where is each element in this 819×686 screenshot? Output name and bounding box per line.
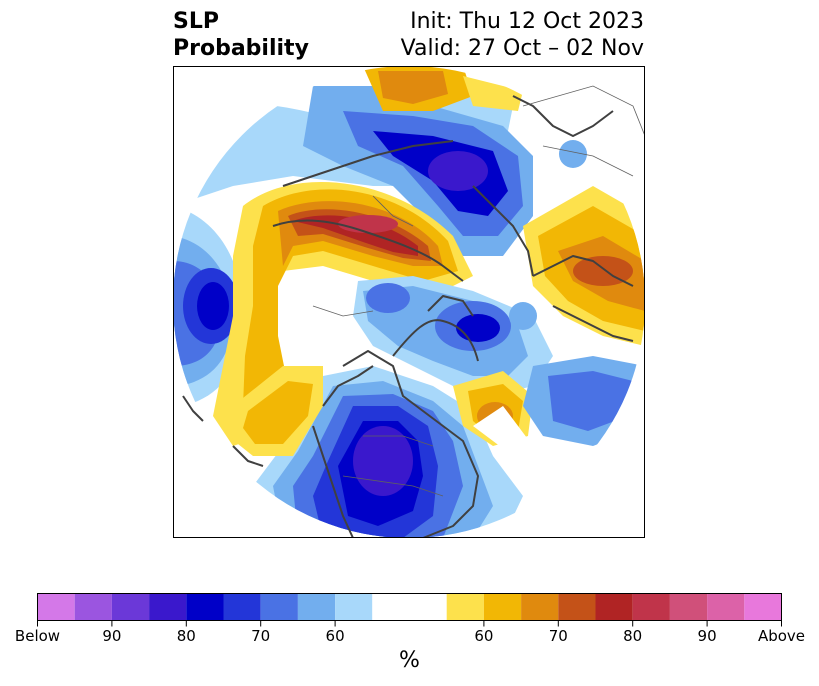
colorbar-cell-below-3 [111,593,150,621]
colorbar-cell-below-1 [37,593,75,621]
above-core-north [378,71,448,104]
colorbar-cell-above-7 [669,593,708,621]
map-frame [173,66,645,538]
title-quantity: Probability [173,36,309,61]
colorbar-units: % [399,648,420,673]
colorbar-tick-label-10: Above [757,627,806,645]
colorbar-cell-above-9 [744,593,782,621]
borders [312,85,645,497]
above-core-ridge [293,215,418,256]
colorbar-tick-label-9: 90 [697,627,717,645]
below-region-east-small [509,302,537,330]
colorbar-tick-label-5: 60 [325,627,345,645]
above-center-ridge [338,215,398,233]
below-spot-northeast [559,140,587,168]
colorbar-cell-above-5 [595,593,633,621]
colorbar-cell-neutral [372,593,447,621]
colorbar-cell-above-6 [632,593,670,621]
colorbar-tick-label-3: 80 [176,627,196,645]
coastlines [182,95,634,538]
colorbar-cell-below-4 [149,593,187,621]
above-region-pacific-mid [243,381,313,444]
colorbar-cell-above-2 [483,593,522,621]
below-core-arctic [366,283,410,313]
colorbar-cell-below-2 [74,593,112,621]
below-center-siberia [428,151,488,191]
colorbar-cell-above-3 [521,593,559,621]
colorbar-cell-below-9 [335,593,373,621]
colorbar-cell-above-1 [446,593,484,621]
colorbar-tick-label-2: 90 [102,627,122,645]
colorbar-tick-label-1: Below [14,627,61,645]
colorbar-cell-below-8 [297,593,336,621]
colorbar-cells [37,593,782,621]
colorbar-cell-below-6 [223,593,261,621]
init-date: Init: Thu 12 Oct 2023 [410,9,644,34]
colorbar-frame [37,593,782,621]
below-center-arctic-east [456,314,500,342]
colorbar-cell-above-8 [707,593,745,621]
colorbar-cell-above-4 [558,593,596,621]
above-region-northeast [463,76,523,111]
below-center-namerica [353,426,413,496]
title-left: SLP Probability [173,8,309,62]
colorbar-tick-label-6: 60 [474,627,494,645]
colorbar [37,593,782,627]
title-right: Init: Thu 12 Oct 2023 Valid: 27 Oct – 02… [401,8,644,62]
colorbar-cell-below-5 [186,593,224,621]
probability-field [173,66,645,538]
neutral-band [473,406,533,456]
title-variable: SLP [173,9,219,34]
colorbar-tick-label-8: 80 [623,627,643,645]
colorbar-tick-label-7: 70 [548,627,568,645]
probability-map [173,66,645,538]
below-center-west [197,282,229,330]
below-core-eastatlantic [548,371,633,431]
colorbar-cell-below-7 [260,593,298,621]
colorbar-tick-marks [37,620,782,627]
colorbar-tick-label-4: 70 [251,627,271,645]
valid-range: Valid: 27 Oct – 02 Nov [400,36,644,61]
